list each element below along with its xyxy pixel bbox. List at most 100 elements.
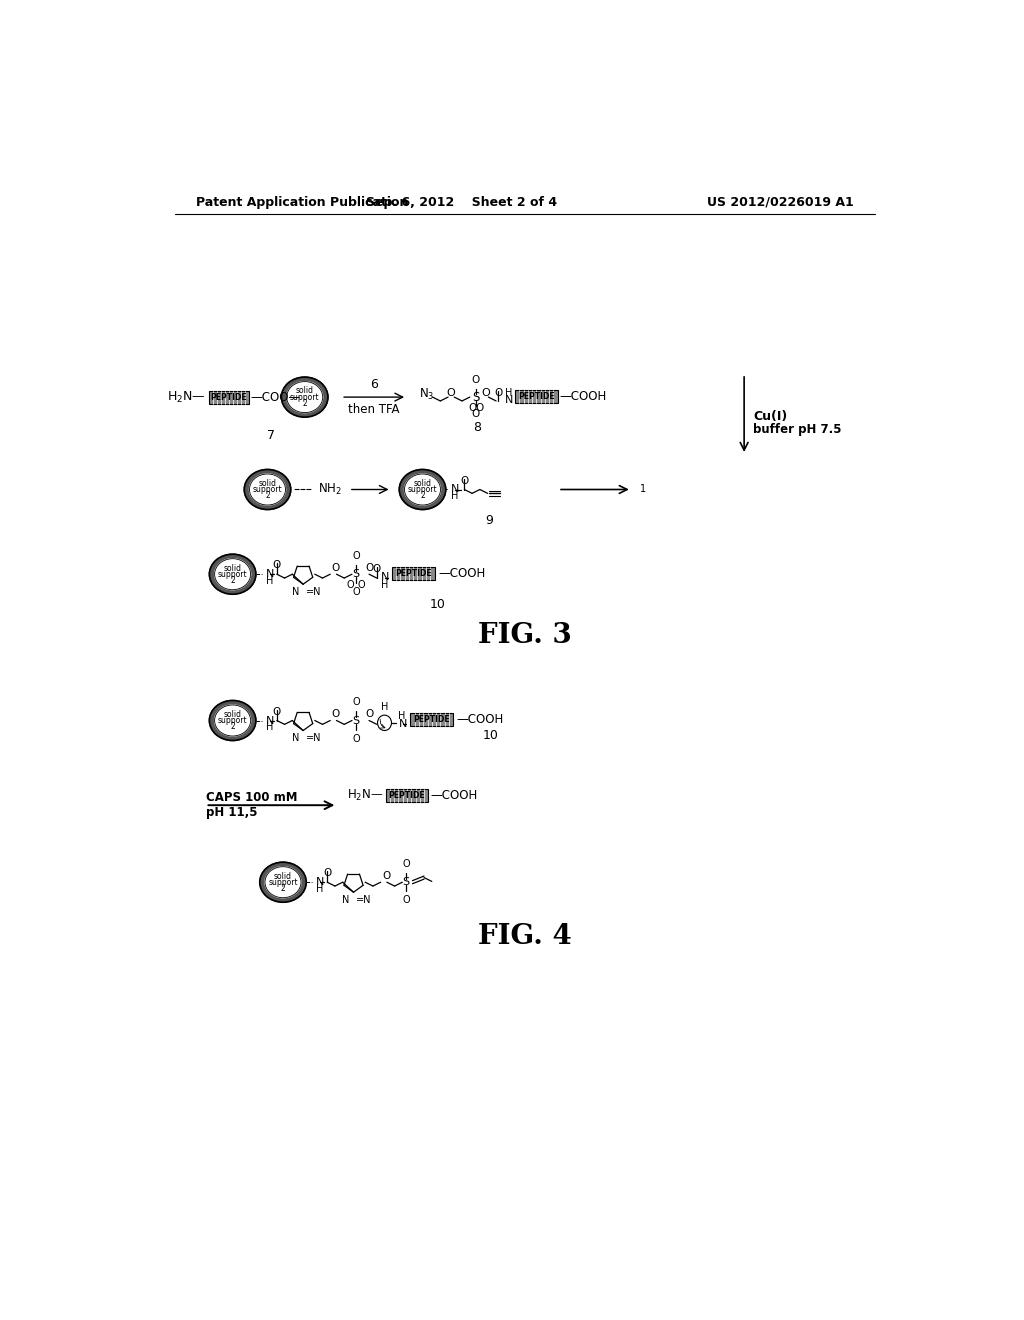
Text: O: O xyxy=(332,709,340,719)
Text: N: N xyxy=(381,573,389,582)
Text: O: O xyxy=(352,552,359,561)
Text: O: O xyxy=(323,869,332,878)
Text: solid: solid xyxy=(223,564,242,573)
Text: support: support xyxy=(218,570,248,578)
Text: support: support xyxy=(408,484,437,494)
Text: 2: 2 xyxy=(302,399,307,408)
Text: H: H xyxy=(452,491,459,502)
Ellipse shape xyxy=(265,867,301,898)
Text: solid: solid xyxy=(274,871,292,880)
Ellipse shape xyxy=(209,554,256,594)
Ellipse shape xyxy=(282,378,328,417)
Text: N: N xyxy=(266,715,274,726)
Text: O: O xyxy=(468,403,476,413)
Text: O: O xyxy=(352,697,359,708)
Text: CAPS 100 mM: CAPS 100 mM xyxy=(206,791,297,804)
Bar xyxy=(392,566,434,579)
Text: N: N xyxy=(315,878,324,887)
Text: solid: solid xyxy=(223,710,242,719)
Text: H: H xyxy=(505,388,512,399)
Text: PEPTIDE: PEPTIDE xyxy=(414,715,451,725)
Bar xyxy=(386,788,428,801)
Text: support: support xyxy=(253,484,283,494)
Text: O: O xyxy=(476,403,484,413)
Ellipse shape xyxy=(287,381,323,413)
Text: N$_3$: N$_3$ xyxy=(419,387,434,403)
Text: O: O xyxy=(272,560,281,570)
Text: =N: =N xyxy=(305,733,321,743)
Text: pH 11,5: pH 11,5 xyxy=(206,807,257,820)
Text: solid: solid xyxy=(414,479,431,488)
Text: O: O xyxy=(352,734,359,743)
Text: —COO—: —COO— xyxy=(251,391,301,404)
Text: O: O xyxy=(373,564,381,574)
Text: =N: =N xyxy=(305,586,321,597)
Text: S: S xyxy=(352,569,359,579)
Text: O: O xyxy=(402,895,410,906)
Text: S: S xyxy=(352,715,359,726)
Text: O: O xyxy=(460,475,468,486)
Ellipse shape xyxy=(215,705,251,737)
Text: 9: 9 xyxy=(485,513,494,527)
Ellipse shape xyxy=(399,470,445,510)
Text: O: O xyxy=(272,706,281,717)
Text: 6: 6 xyxy=(370,379,378,391)
Text: 2: 2 xyxy=(230,722,234,731)
Text: O: O xyxy=(446,388,456,397)
Text: O: O xyxy=(346,579,354,590)
Text: H$_2$N—: H$_2$N— xyxy=(346,788,383,803)
Ellipse shape xyxy=(250,474,286,506)
Text: —COOH: —COOH xyxy=(438,566,485,579)
Text: H: H xyxy=(381,579,388,590)
Bar xyxy=(209,391,249,404)
Text: PEPTIDE: PEPTIDE xyxy=(389,791,425,800)
Text: 2: 2 xyxy=(420,491,425,500)
Text: O: O xyxy=(332,562,340,573)
Text: N: N xyxy=(505,395,513,405)
Text: support: support xyxy=(218,715,248,725)
Text: H: H xyxy=(398,711,406,721)
Text: N: N xyxy=(292,733,299,743)
Text: H$_2$N—: H$_2$N— xyxy=(167,389,206,405)
Text: support: support xyxy=(290,392,319,401)
Text: S: S xyxy=(472,391,479,404)
Text: N: N xyxy=(452,484,460,495)
Text: O: O xyxy=(366,709,374,719)
Text: N: N xyxy=(292,586,299,597)
Text: buffer pH 7.5: buffer pH 7.5 xyxy=(754,422,842,436)
Bar xyxy=(411,713,453,726)
Text: N: N xyxy=(398,718,407,729)
FancyArrowPatch shape xyxy=(380,719,385,729)
Text: O: O xyxy=(472,375,480,385)
Text: Patent Application Publication: Patent Application Publication xyxy=(197,195,409,209)
Ellipse shape xyxy=(260,862,306,903)
Text: =N: =N xyxy=(356,895,372,904)
Text: 10: 10 xyxy=(482,730,498,742)
Text: US 2012/0226019 A1: US 2012/0226019 A1 xyxy=(707,195,853,209)
Text: 10: 10 xyxy=(430,598,445,611)
Ellipse shape xyxy=(404,474,440,506)
Text: O: O xyxy=(366,562,374,573)
Text: O: O xyxy=(481,388,489,397)
Text: H: H xyxy=(315,884,323,894)
Text: H: H xyxy=(266,722,273,733)
Text: H: H xyxy=(266,576,273,586)
Text: —COOH: —COOH xyxy=(430,788,477,801)
Text: H: H xyxy=(381,702,388,711)
Text: 2: 2 xyxy=(265,491,270,500)
Text: O: O xyxy=(472,409,480,420)
Text: PEPTIDE: PEPTIDE xyxy=(518,392,555,401)
Ellipse shape xyxy=(209,701,256,741)
Text: 7: 7 xyxy=(267,429,275,442)
Ellipse shape xyxy=(215,558,251,590)
Text: support: support xyxy=(268,878,298,887)
Ellipse shape xyxy=(245,470,291,510)
Text: FIG. 4: FIG. 4 xyxy=(478,923,571,949)
Text: 2: 2 xyxy=(230,576,234,585)
Text: solid: solid xyxy=(296,387,313,396)
Text: O: O xyxy=(402,859,410,869)
Text: —COOH: —COOH xyxy=(560,389,607,403)
Text: S: S xyxy=(402,878,410,887)
Text: —COOH: —COOH xyxy=(457,713,504,726)
Text: 8: 8 xyxy=(473,421,480,434)
